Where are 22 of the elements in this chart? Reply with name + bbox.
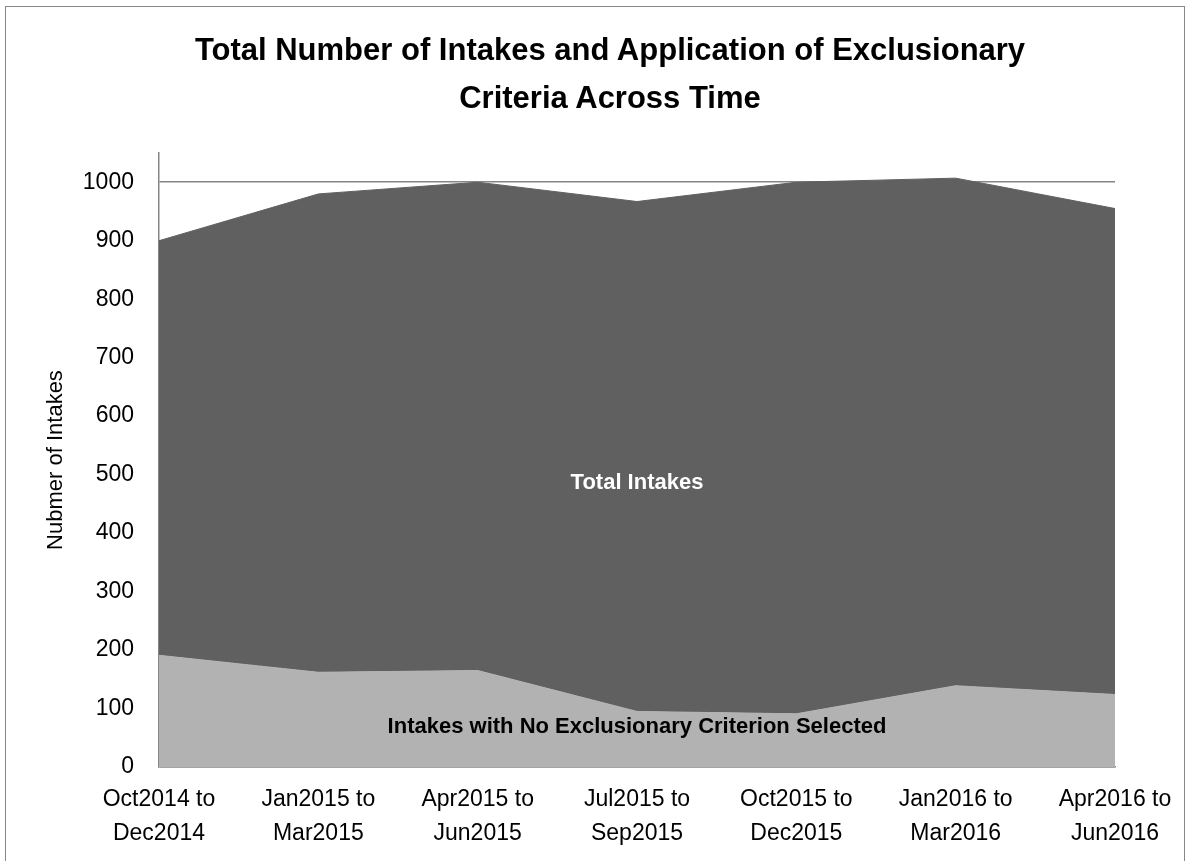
x-tick-label: Oct2015 to Dec2015	[740, 784, 853, 846]
chart-title: Total Number of Intakes and Application of Exclusionary Criteria Across Time	[193, 31, 1027, 117]
y-tick-label: 200	[95, 635, 134, 662]
x-tick-label: Apr2015 to Jun2015	[421, 784, 534, 846]
y-tick-label: 300	[95, 576, 134, 603]
series-label: Intakes with No Exclusionary Criterion Selected	[387, 712, 887, 738]
y-tick-label: 400	[95, 518, 134, 545]
y-tick-label: 600	[95, 401, 134, 428]
y-tick-label: 800	[95, 284, 134, 311]
x-tick-label: Apr2016 to Jun2016	[1058, 784, 1172, 846]
x-tick-label: Jan2016 to Mar2016	[898, 784, 1013, 846]
y-axis-title: Nubmer of Intakes	[42, 370, 68, 550]
y-tick-label: 100	[95, 693, 134, 720]
x-tick-label: Oct2014 to Dec2014	[102, 784, 216, 846]
y-tick-label: 700	[95, 343, 134, 370]
y-tick-label: 500	[95, 459, 134, 486]
series-label: Total Intakes	[570, 468, 704, 494]
y-tick-label: 0	[121, 752, 134, 779]
y-tick-label: 1000	[82, 167, 134, 194]
x-tick-label: Jan2015 to Mar2015	[261, 784, 376, 846]
x-tick-label: Jul2015 to Sep2015	[583, 784, 691, 846]
y-tick-label: 900	[95, 226, 134, 253]
